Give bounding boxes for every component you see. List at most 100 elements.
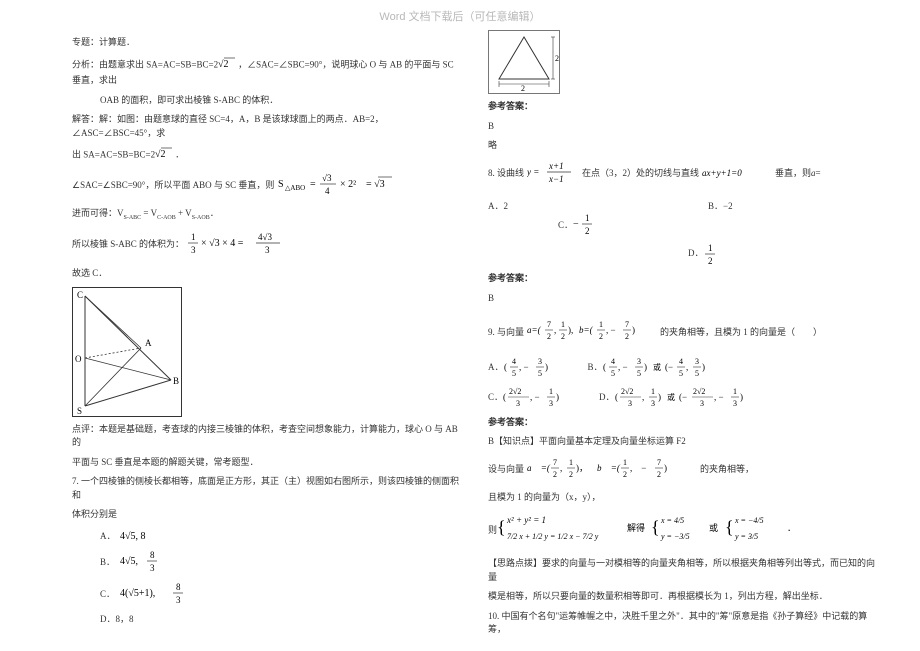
- q8-opt-c: C． −12: [558, 212, 658, 236]
- q9-a: 9. 与向量: [488, 326, 524, 340]
- analysis-text-a: 分析：由题意求出 SA=AC=SB=BC=2: [72, 59, 218, 69]
- q9: 9. 与向量 a=( 72 , 12 ), b=( 12 , − 72 ) 的夹…: [488, 317, 880, 348]
- svg-text:b⃗ =(: b⃗ =(: [597, 463, 621, 473]
- svg-text:b=(: b=(: [579, 325, 594, 335]
- svg-text:2√2: 2√2: [693, 387, 705, 396]
- svg-text:y = 3/5: y = 3/5: [734, 532, 758, 541]
- svg-text:{: {: [725, 517, 734, 537]
- svg-text:4: 4: [679, 357, 683, 366]
- svg-text:7: 7: [547, 320, 551, 329]
- vol-a: 进而可得：V: [72, 208, 124, 218]
- q8-opt-a: A．2: [488, 199, 588, 212]
- svg-text:y =: y =: [527, 167, 539, 177]
- svg-text:1: 1: [549, 387, 553, 396]
- svg-text:4: 4: [611, 357, 615, 366]
- svg-text:1: 1: [561, 320, 565, 329]
- svg-text:): ): [664, 463, 667, 473]
- svg-text:2√2: 2√2: [509, 387, 521, 396]
- svg-text:= √3: = √3: [366, 179, 385, 190]
- ans7-label: 参考答案：: [488, 100, 880, 114]
- analysis-cont: OAB 的面积，即可求出棱锥 S‑ABC 的体积．: [72, 94, 464, 108]
- q9-c-lbl: C．: [488, 390, 503, 403]
- ans9-label: 参考答案：: [488, 416, 880, 430]
- q7-opt-a: A． 4√5, 8: [72, 528, 464, 546]
- svg-text:3: 3: [695, 357, 699, 366]
- q9-opts-row1: A． (45, −35) B． (45, −35)或(−45,35): [488, 354, 880, 380]
- svg-text:{: {: [497, 517, 506, 537]
- svg-text:√2: √2: [155, 149, 166, 160]
- svg-text:x = 4/5: x = 4/5: [660, 516, 684, 525]
- opt-c-label: C．: [100, 588, 118, 601]
- q9-vectors: a=( 72 , 12 ), b=( 12 , − 72 ): [527, 317, 657, 348]
- q9-b: 的夹角相等，且模为 1 的向量是（ ）: [660, 326, 822, 340]
- svg-text:√2: √2: [218, 59, 229, 70]
- period: ．: [175, 149, 184, 159]
- svg-text:7/2 x + 1/2 y = 1/2 x − 7/2 y: 7/2 x + 1/2 y = 1/2 x − 7/2 y: [507, 532, 599, 541]
- opt-b-label: B．: [100, 556, 118, 569]
- svg-text:5: 5: [538, 369, 542, 378]
- svg-text:(−: (−: [679, 392, 687, 402]
- volume-line: 进而可得：VS-ABC = VC-AOB + VS-AOB．: [72, 207, 464, 223]
- ans7: B: [488, 120, 880, 134]
- svg-text:或: 或: [667, 392, 675, 402]
- svg-text:)，: )，: [576, 463, 588, 473]
- label-c: C: [77, 290, 83, 300]
- svg-text:5: 5: [611, 369, 615, 378]
- sqrt2-formula-2: √2: [155, 146, 175, 165]
- q8: 8. 设曲线 y =x+1x−1 在点（3，2）处的切线与直线 ax+y+1=0…: [488, 159, 880, 190]
- svg-text:): ): [644, 362, 647, 372]
- topic-label: 专题：计算题．: [72, 36, 464, 50]
- svg-text:5: 5: [695, 369, 699, 378]
- opt-a-formula: 4√5, 8: [120, 528, 170, 546]
- q9-b-lbl: B．: [588, 360, 603, 373]
- ans8: B: [488, 292, 880, 306]
- svg-text:): ): [556, 392, 559, 402]
- svg-text:2: 2: [708, 256, 713, 266]
- svg-text:, −: , −: [630, 463, 646, 473]
- solution: 解答：解：如图：由题意球的直径 SC=4，A，B 是该球球面上的两点．AB=2，…: [72, 113, 464, 140]
- svg-text:, −: , −: [618, 362, 628, 372]
- svg-text:7: 7: [625, 320, 629, 329]
- left-column: 专题：计算题． 分析：由题意求出 SA=AC=SB=BC=2√2，∠SAC=∠S…: [18, 30, 464, 643]
- comment: 点评：本题是基础题，考查球的内接三棱锥的体积，考查空间想象能力，计算能力，球心 …: [72, 423, 464, 450]
- q9-opts-row2: C． (2√23, −13) D． (2√23,13)或(−2√23, −13): [488, 384, 880, 410]
- q9-opt-c: C． (2√23, −13): [488, 384, 569, 410]
- svg-text:): ): [702, 362, 705, 372]
- svg-text:3: 3: [265, 245, 270, 255]
- svg-text:y = −3/5: y = −3/5: [660, 532, 690, 541]
- then-text: 则: [488, 524, 497, 538]
- svg-text:4√5,: 4√5,: [120, 556, 138, 567]
- svg-text:): ): [632, 325, 635, 335]
- svg-text:2√2: 2√2: [621, 387, 633, 396]
- set-text2: 的夹角相等，: [700, 463, 754, 477]
- svg-text:3: 3: [150, 563, 155, 573]
- svg-text:,: ,: [554, 325, 556, 335]
- set-vec: 设与向量 a⃗ =( 72 , 12 )， b⃗ =( 12 , − 72 ) …: [488, 455, 880, 486]
- svg-text:(: (: [503, 392, 506, 402]
- q8-c: 垂直，则: [775, 167, 811, 181]
- q8-options: A．2 B．−2 C． −12: [488, 199, 880, 236]
- system-formula: { x² + y² = 1 7/2 x + 1/2 y = 1/2 x − 7/…: [497, 511, 837, 552]
- q9-d-lbl: D．: [599, 390, 615, 403]
- svg-text:3: 3: [516, 399, 520, 408]
- solution-text-a: 出 SA=AC=SB=BC=2: [72, 149, 155, 159]
- svg-text:,: ,: [686, 362, 688, 372]
- svg-text:x−1: x−1: [548, 174, 564, 184]
- svg-text:3: 3: [651, 399, 655, 408]
- svg-text:× 2²: × 2²: [340, 179, 356, 190]
- tri-w: 2: [521, 84, 525, 93]
- svg-text:或: 或: [653, 362, 661, 372]
- svg-text:2: 2: [657, 470, 661, 479]
- svg-text:5: 5: [679, 369, 683, 378]
- svg-text:√3: √3: [322, 173, 332, 183]
- q8-curve: y =x+1x−1: [527, 159, 579, 190]
- q7-opt-d: D．8，8: [72, 613, 464, 626]
- volume-formula: 1 3 × √3 × 4 = 4√3 3: [188, 229, 288, 262]
- svg-text:2: 2: [547, 332, 551, 341]
- svg-text:, −: , −: [714, 392, 724, 402]
- svg-text:2: 2: [569, 470, 573, 479]
- svg-text:): ): [545, 362, 548, 372]
- opt-a-label: A．: [100, 530, 118, 543]
- mod-line: 且模为 1 的向量为（x，y），: [488, 491, 880, 505]
- svg-text:3: 3: [733, 399, 737, 408]
